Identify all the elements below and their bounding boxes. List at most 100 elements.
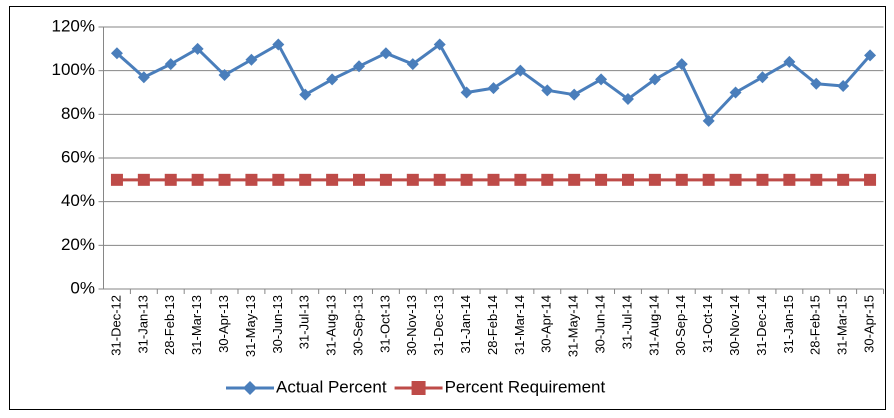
- legend-label: Percent Requirement: [445, 377, 606, 396]
- data-point: [675, 173, 688, 186]
- data-point: [433, 173, 446, 186]
- data-point: [864, 49, 877, 62]
- x-tick-label: 30-Jun-14: [593, 295, 608, 354]
- data-point: [541, 84, 554, 97]
- data-point: [245, 53, 258, 66]
- data-point: [837, 79, 850, 92]
- data-point: [191, 173, 204, 186]
- x-tick-label: 30-Sep-14: [673, 295, 688, 356]
- data-point: [729, 173, 742, 186]
- data-point: [648, 173, 661, 186]
- data-point: [245, 173, 258, 186]
- data-point: [137, 71, 150, 84]
- data-point: [137, 173, 150, 186]
- x-tick-label: 31-Mar-13: [189, 295, 204, 355]
- data-point: [514, 173, 527, 186]
- chart-frame: [9, 6, 886, 410]
- legend-marker: [243, 381, 257, 395]
- data-point: [460, 86, 473, 99]
- data-point: [433, 38, 446, 51]
- data-point: [110, 47, 123, 60]
- legend-marker: [411, 381, 426, 395]
- data-point: [487, 82, 500, 95]
- x-tick-label: 31-Dec-12: [108, 295, 123, 356]
- data-point: [702, 114, 715, 127]
- data-point: [487, 173, 500, 186]
- x-tick-label: 31-May-13: [243, 295, 258, 357]
- data-point: [191, 42, 204, 55]
- data-point: [783, 55, 796, 68]
- data-point: [164, 173, 177, 186]
- data-point: [648, 73, 661, 86]
- data-point: [272, 38, 285, 51]
- data-point: [164, 58, 177, 71]
- data-point: [326, 73, 339, 86]
- y-tick-label: 40%: [61, 191, 95, 210]
- data-point: [406, 173, 419, 186]
- x-tick-label: 31-Jan-13: [135, 295, 150, 354]
- y-tick-label: 100%: [52, 60, 95, 79]
- data-point: [353, 173, 366, 186]
- data-point: [379, 173, 392, 186]
- data-point: [595, 73, 608, 86]
- data-point: [541, 173, 554, 186]
- x-tick-label: 31-Jul-14: [619, 295, 634, 349]
- data-point: [299, 173, 312, 186]
- x-tick-label: 28-Feb-15: [808, 295, 823, 355]
- data-point: [326, 173, 339, 186]
- x-tick-label: 31-Jan-15: [781, 295, 796, 354]
- data-point: [514, 64, 527, 77]
- x-tick-label: 28-Feb-14: [485, 295, 500, 355]
- data-point: [460, 173, 473, 186]
- data-point: [218, 173, 231, 186]
- data-point: [756, 71, 769, 84]
- x-tick-label: 30-Nov-14: [727, 295, 742, 356]
- x-tick-label: 31-May-14: [566, 295, 581, 357]
- data-point: [783, 173, 796, 186]
- data-point: [810, 173, 823, 186]
- data-point: [110, 173, 123, 186]
- x-tick-label: 31-Oct-14: [700, 295, 715, 353]
- data-point: [272, 173, 285, 186]
- x-tick-label: 31-Dec-13: [431, 295, 446, 356]
- legend-label: Actual Percent: [276, 377, 387, 396]
- data-point: [568, 88, 581, 101]
- data-point: [218, 69, 231, 82]
- data-point: [837, 173, 850, 186]
- data-point: [864, 173, 877, 186]
- data-point: [568, 173, 581, 186]
- data-point: [379, 47, 392, 60]
- x-tick-label: 30-Jun-13: [270, 295, 285, 354]
- x-tick-label: 30-Apr-13: [216, 295, 231, 353]
- data-point: [406, 58, 419, 71]
- y-tick-label: 120%: [52, 16, 95, 35]
- data-point: [299, 88, 312, 101]
- x-tick-label: 28-Feb-13: [162, 295, 177, 355]
- x-tick-label: 31-Oct-13: [377, 295, 392, 353]
- data-point: [621, 173, 634, 186]
- x-tick-label: 31-Jul-13: [297, 295, 312, 349]
- x-tick-label: 31-Aug-14: [646, 295, 661, 356]
- data-point: [353, 60, 366, 73]
- x-tick-label: 30-Apr-14: [539, 295, 554, 353]
- x-tick-label: 31-Mar-15: [835, 295, 850, 355]
- data-point: [810, 77, 823, 90]
- data-point: [729, 86, 742, 99]
- data-point: [702, 173, 715, 186]
- x-tick-label: 31-Dec-14: [754, 295, 769, 356]
- x-tick-label: 30-Sep-13: [350, 295, 365, 356]
- y-tick-label: 0%: [70, 278, 95, 297]
- y-tick-label: 60%: [61, 147, 95, 166]
- y-tick-label: 80%: [61, 104, 95, 123]
- x-tick-label: 30-Nov-13: [404, 295, 419, 356]
- data-point: [595, 173, 608, 186]
- x-tick-label: 31-Jan-14: [458, 295, 473, 354]
- data-point: [675, 58, 688, 71]
- data-point: [621, 93, 634, 106]
- x-tick-label: 31-Aug-13: [324, 295, 339, 356]
- x-tick-label: 30-Apr-15: [861, 295, 876, 353]
- y-tick-label: 20%: [61, 235, 95, 254]
- data-point: [756, 173, 769, 186]
- x-tick-label: 31-Mar-14: [512, 295, 527, 355]
